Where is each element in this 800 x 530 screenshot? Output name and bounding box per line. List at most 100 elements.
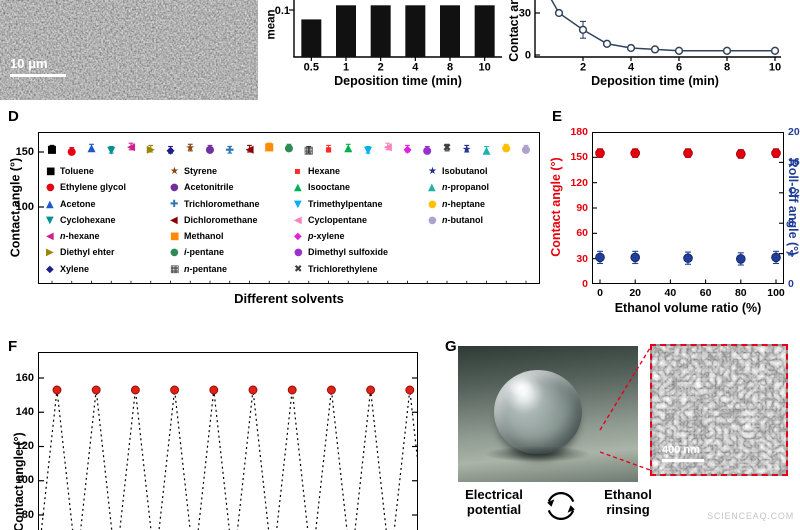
axis-tick-label: 8 [724,62,730,73]
data-point [770,46,780,55]
axis-tick-label: 60 [576,227,588,240]
legend-marker-icon: ◀ [46,231,54,243]
data-point [248,385,258,395]
legend-item: ● Dimethyl sulfoxide [294,247,388,258]
legend-marker-icon: ■ [170,231,180,243]
legend-label: Trimethylpentane [308,198,383,209]
legend-item: ▦ n-pentane [170,264,260,275]
legend-marker-icon: ▲ [428,182,436,194]
legend-item: ◆ Xylene [46,264,126,275]
legend-label: Diethyl ehter [60,247,115,258]
data-point [405,385,415,395]
data-point [170,385,180,395]
axis-tick-label: 0.5 [304,62,319,73]
sem-scale-bar-line [10,74,66,77]
legend-label: Hexane [308,166,341,176]
time-chart-xlabel: Deposition time (min) [591,74,719,88]
bar [440,5,460,58]
roughness-xlabel: Deposition time (min) [334,74,462,88]
inset-scale-label: 400 nm [662,444,700,456]
data-point [683,253,693,263]
legend-item: ▲ Acetone [46,199,126,210]
legend-column: ▪ Hexane ▲ Isooctane ▼ Trimethylpentane ◀ Cyclo… [294,166,388,280]
data-point-marker: ● [521,143,530,155]
data-point-marker: ● [67,146,76,158]
axis-tick-label: 180 [570,126,588,138]
legend-label: n-propanol [442,182,489,193]
legend-label: Ethylene glycol [60,182,127,193]
data-point-marker: ★ [186,142,195,154]
panel-e-xlabel: Ethanol volume ratio (%) [614,301,762,315]
roughness-bar-chart-panel: 0.1 0.5 1 2 4 8 10 Deposition time (min) [258,0,508,100]
legend-item: ■ Methanol [170,231,260,242]
legend-label: n-heptane [442,198,486,209]
legend-marker-icon: ● [428,198,437,210]
legend-marker-icon: ◀ [294,214,302,226]
data-point-marker: ▲ [482,144,491,156]
axis-tick-label: 10 [479,62,491,73]
data-point-marker: ◀ [127,141,136,153]
legend-column: ★ Isobutanol ▲ n-propanol ● n-heptane ● n-butan… [428,166,489,231]
axis-tick-label: 2 [580,62,586,73]
data-point [674,46,684,55]
data-point-marker: ▼ [364,144,373,156]
legend-marker-icon: ▲ [46,198,54,210]
legend-item: ▼ Trimethylpentane [294,199,388,210]
data-point [52,385,62,395]
axis-tick-label: 10 [769,62,781,73]
data-point [722,46,732,55]
data-point [602,39,612,48]
legend-label: Dimethyl sulfoxide [308,247,389,258]
data-point [326,385,336,395]
legend-marker-icon: ● [170,247,179,259]
axis-tick-label: 0 [597,287,603,299]
legend-label: Isobutanol [442,166,488,176]
legend-label: Styrene [184,166,218,176]
legend-label: Acetonitrile [184,182,234,193]
dotted-line-series [40,389,418,530]
data-point-marker: ● [284,142,293,154]
legend-marker-icon: ● [294,247,303,259]
legend-marker-icon: ■ [46,166,56,177]
data-point-marker: ● [205,143,214,155]
data-point [771,252,781,263]
bar [301,19,322,57]
data-point [626,43,636,53]
droplet-photo [458,346,638,482]
bar [405,5,426,58]
legend-item: ▪ Hexane [294,166,388,177]
legend-marker-icon: ✚ [170,198,179,210]
data-point-marker: ✖ [443,142,452,154]
axis-tick-label: 0 [788,278,794,290]
legend-marker-icon: ✖ [294,263,303,275]
axis-tick-label: 0 [582,278,588,290]
legend-marker-icon: ● [428,214,437,226]
axis-tick-label: 0 [525,50,531,62]
data-point-marker: ▪ [325,143,332,155]
sem-scale-label: 10 μm [10,56,48,71]
legend-item: ✖ Trichlorethylene [294,264,388,275]
ethanol-rinsing-caption: Ethanol rinsing [604,487,652,517]
legend-item: ● Acetonitrile [170,182,260,193]
zoom-connector-lines [599,347,651,471]
bar [474,5,495,58]
data-point-marker: ◀ [384,141,393,153]
data-point-marker: ● [502,142,511,154]
axis-tick-label: 16 [788,156,800,169]
sem-inset: 400 nm [650,344,788,476]
panel-f-plot-box [38,352,418,530]
axis-tick-label: 160 [15,371,34,384]
legend-item: ✚ Trichloromethane [170,199,260,210]
bar [370,5,391,58]
panel-f-letter: F [8,338,18,355]
axis-tick-label: 6 [676,62,682,73]
panel-d-letter: D [8,108,19,125]
legend-marker-icon: ▪ [294,166,301,177]
axis-tick-label: 120 [15,440,34,452]
legend-marker-icon: ▦ [170,263,180,275]
data-point [595,252,605,263]
inset-scale-bar-line [662,459,704,462]
axis-tick-label: 120 [570,176,588,189]
roughness-bar-chart-svg: 0.1 0.5 1 2 4 8 10 [275,0,502,74]
legend-item: ● n-butanol [428,215,489,226]
